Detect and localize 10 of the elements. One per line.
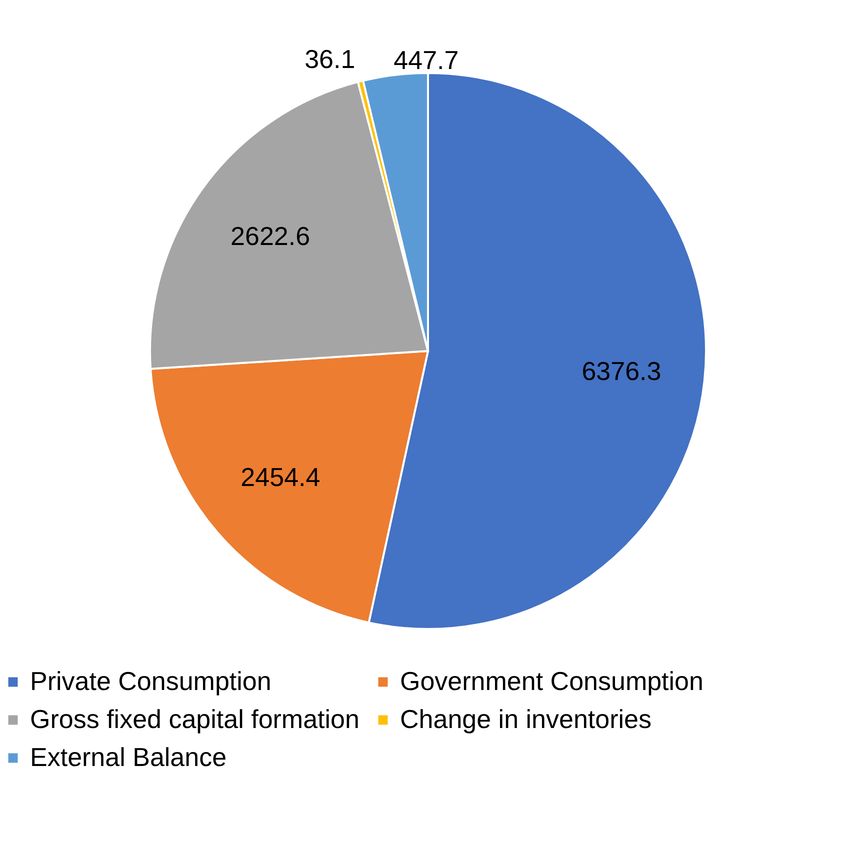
legend-label: Change in inventories [400, 704, 652, 734]
data-label: 36.1 [304, 44, 356, 74]
data-label: 6376.3 [582, 356, 662, 386]
data-label: 447.7 [394, 45, 459, 76]
legend-label: External Balance [30, 742, 227, 772]
data-label: 2454.4 [240, 462, 320, 492]
legend-label: Private Consumption [30, 666, 272, 696]
legend-label: Gross fixed capital formation [30, 704, 360, 734]
data-label: 2622.6 [230, 220, 310, 251]
legend-label: Government Consumption [400, 666, 704, 696]
